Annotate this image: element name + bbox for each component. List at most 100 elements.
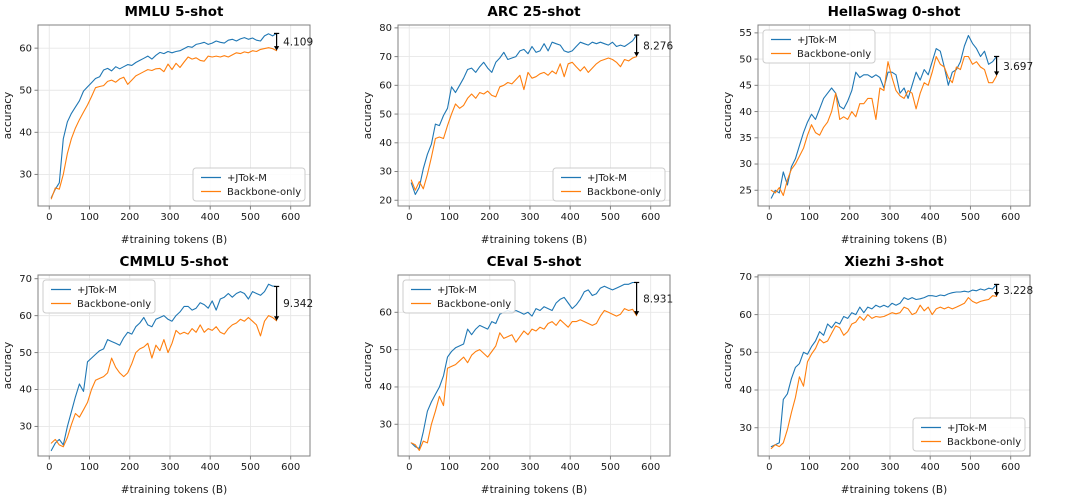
- x-tick-label: 0: [46, 462, 52, 473]
- x-tick-label: 600: [641, 462, 660, 473]
- axes-spines: [37, 274, 311, 457]
- y-tick-label: 70: [19, 274, 32, 285]
- tick-marks: [754, 276, 1012, 460]
- x-tick-label: 100: [80, 462, 99, 473]
- y-axis-label: accuracy: [2, 92, 14, 139]
- series-line--jtok-m: [410, 281, 638, 450]
- x-tick-label: 0: [766, 462, 772, 473]
- x-tick-label: 600: [1001, 212, 1020, 223]
- x-tick-label: 300: [160, 212, 179, 223]
- y-tick-label: 45: [739, 81, 752, 92]
- series-line--jtok-m: [410, 34, 638, 196]
- x-tick-label: 100: [800, 212, 819, 223]
- legend: +JTok-M Backbone-only: [552, 167, 666, 202]
- x-tick-label: 100: [800, 462, 819, 473]
- chart-title: CEval 5-shot: [487, 254, 582, 270]
- legend: +JTok-M Backbone-only: [42, 279, 156, 314]
- gap-annotation: 3.697: [994, 55, 1033, 76]
- chart-background: [360, 0, 720, 250]
- y-axis-label: accuracy: [2, 342, 14, 389]
- chart-background: [0, 0, 360, 250]
- x-tick-label: 600: [281, 462, 300, 473]
- y-tick-label: 30: [379, 167, 392, 178]
- legend-label--jtok-m: +JTok-M: [77, 285, 117, 296]
- y-tick-label: 30: [379, 419, 392, 430]
- chart-title: MMLU 5-shot: [124, 4, 224, 20]
- tick-marks: [394, 27, 652, 210]
- panel-cmmlu-5-shot: 0 100 200 300 400 500 600 30 40 50 60 70 CMMLU 5-sho…: [0, 250, 360, 500]
- gap-annotation: 8.931: [634, 281, 673, 316]
- series-line--jtok-m: [770, 283, 998, 448]
- x-tick-label: 400: [201, 462, 220, 473]
- series-line--jtok-m: [50, 32, 278, 199]
- x-tick-label: 400: [921, 462, 940, 473]
- y-tick-label: 50: [739, 54, 752, 65]
- y-tick-label: 40: [379, 382, 392, 393]
- axes-spines: [397, 274, 671, 457]
- y-axis-label: accuracy: [722, 342, 734, 389]
- gap-annotation-value: 3.697: [1003, 61, 1033, 73]
- chart-title: CMMLU 5-shot: [120, 254, 229, 270]
- chart-title: HellaSwag 0-shot: [828, 4, 961, 20]
- y-tick-label: 40: [739, 385, 752, 396]
- y-tick-label: 35: [739, 133, 752, 144]
- x-tick-label: 500: [241, 212, 260, 223]
- chart-title: Xiezhi 3-shot: [844, 254, 944, 270]
- y-tick-label: 70: [379, 52, 392, 63]
- x-axis-label: #training tokens (B): [121, 484, 227, 496]
- x-tick-label: 400: [561, 212, 580, 223]
- tick-marks: [34, 47, 292, 210]
- axes-spines: [37, 24, 311, 207]
- x-tick-label: 300: [520, 212, 539, 223]
- chart-svg-ceval-5-shot: 0 100 200 300 400 500 600 30 40 50 60 CEval 5-shot #…: [360, 250, 720, 500]
- series-line-backbone-only: [410, 56, 638, 191]
- x-tick-label: 300: [880, 462, 899, 473]
- x-tick-label: 400: [561, 462, 580, 473]
- panel-arc-25-shot: 0 100 200 300 400 500 600 20 30 40 50 60 70 80 ARC 25-…: [360, 0, 720, 250]
- x-axis-label: #training tokens (B): [841, 234, 947, 246]
- x-tick-label: 300: [160, 462, 179, 473]
- y-axis-label: accuracy: [362, 342, 374, 389]
- axes-spines: [397, 24, 671, 207]
- y-tick-label: 20: [379, 195, 392, 206]
- x-tick-label: 100: [80, 212, 99, 223]
- x-tick-label: 200: [840, 212, 859, 223]
- x-tick-label: 400: [201, 212, 220, 223]
- x-tick-label: 500: [961, 212, 980, 223]
- x-tick-label: 100: [440, 212, 459, 223]
- gap-annotation: 3.228: [994, 283, 1033, 297]
- legend-label-backbone-only: Backbone-only: [797, 49, 871, 60]
- y-axis-label: accuracy: [722, 92, 734, 139]
- x-tick-label: 500: [601, 462, 620, 473]
- chart-background: [720, 250, 1080, 500]
- y-tick-label: 60: [739, 310, 752, 321]
- gap-annotation-value: 8.931: [643, 294, 673, 306]
- x-tick-label: 300: [520, 462, 539, 473]
- legend-label--jtok-m: +JTok-M: [227, 173, 267, 184]
- legend-label--jtok-m: +JTok-M: [437, 285, 477, 296]
- legend-label-backbone-only: Backbone-only: [227, 187, 301, 198]
- x-tick-label: 400: [921, 212, 940, 223]
- legend-label--jtok-m: +JTok-M: [587, 173, 627, 184]
- chart-svg-mmlu-5-shot: 0 100 200 300 400 500 600 30 40 50 60 MMLU 5-shot #t…: [0, 0, 360, 250]
- x-tick-label: 600: [1001, 462, 1020, 473]
- y-tick-label: 50: [739, 348, 752, 359]
- legend-label--jtok-m: +JTok-M: [797, 35, 837, 46]
- legend: +JTok-M Backbone-only: [762, 29, 876, 64]
- chart-svg-arc-25-shot: 0 100 200 300 400 500 600 20 30 40 50 60 70 80 ARC 25-…: [360, 0, 720, 250]
- legend: +JTok-M Backbone-only: [912, 417, 1026, 452]
- panel-mmlu-5-shot: 0 100 200 300 400 500 600 30 40 50 60 MMLU 5-shot #t…: [0, 0, 360, 250]
- x-axis-label: #training tokens (B): [481, 234, 587, 246]
- tick-marks: [34, 278, 292, 460]
- x-tick-label: 0: [406, 462, 412, 473]
- x-axis-label: #training tokens (B): [481, 484, 587, 496]
- gap-annotation-value: 9.342: [283, 298, 313, 310]
- legend-label-backbone-only: Backbone-only: [77, 299, 151, 310]
- y-tick-label: 50: [19, 85, 32, 96]
- y-tick-label: 60: [19, 43, 32, 54]
- y-tick-label: 30: [19, 422, 32, 433]
- series-line-backbone-only: [50, 315, 278, 448]
- gap-annotation: 4.109: [274, 32, 313, 51]
- y-tick-label: 25: [739, 185, 752, 196]
- y-tick-label: 50: [19, 348, 32, 359]
